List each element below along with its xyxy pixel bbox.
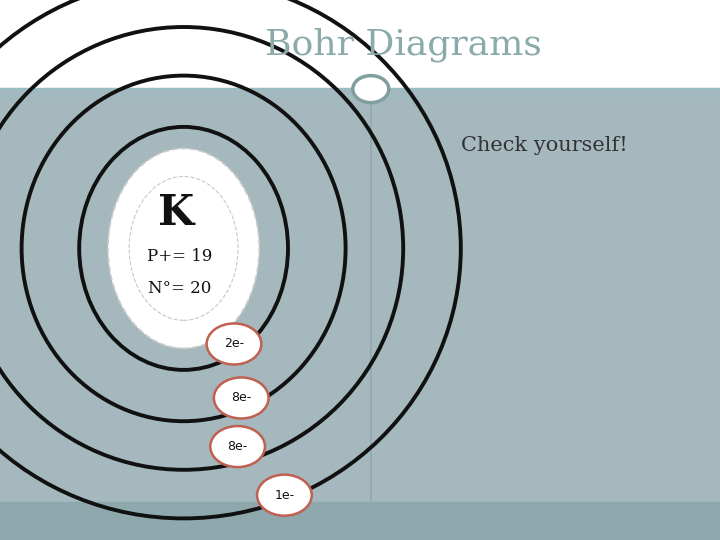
Circle shape <box>210 426 265 467</box>
Text: N°= 20: N°= 20 <box>148 280 212 298</box>
Text: 8e-: 8e- <box>228 440 248 453</box>
Text: P+= 19: P+= 19 <box>148 248 212 265</box>
Circle shape <box>257 475 312 516</box>
Text: 1e-: 1e- <box>274 489 294 502</box>
Ellipse shape <box>108 148 259 348</box>
Text: 2e-: 2e- <box>224 338 244 350</box>
Text: 8e-: 8e- <box>231 392 251 404</box>
Bar <box>0 502 720 540</box>
Text: Bohr Diagrams: Bohr Diagrams <box>265 28 541 62</box>
Circle shape <box>207 323 261 364</box>
Text: K: K <box>158 192 194 234</box>
Bar <box>0 0 720 89</box>
Circle shape <box>214 377 269 418</box>
Text: Check yourself!: Check yourself! <box>461 136 628 156</box>
Circle shape <box>353 76 389 103</box>
